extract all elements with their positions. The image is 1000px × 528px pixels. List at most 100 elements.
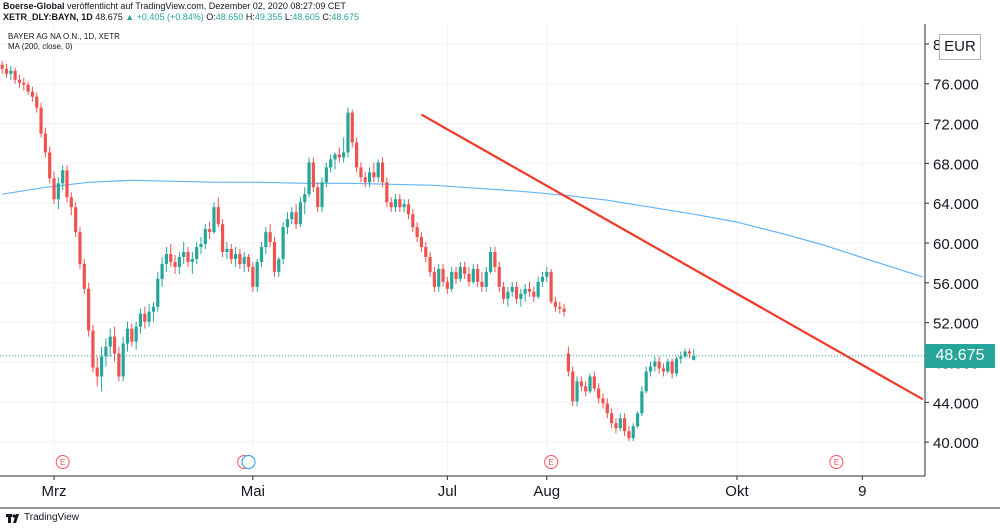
candle-body	[523, 288, 527, 294]
candle-body	[277, 258, 281, 272]
candle	[610, 408, 614, 429]
candle-body	[311, 162, 315, 188]
candle	[428, 251, 432, 277]
candle-body	[104, 346, 108, 357]
candle	[117, 346, 121, 382]
horizontal-gridlines	[0, 43, 925, 443]
candle-body	[627, 431, 631, 439]
candle-body	[4, 68, 9, 74]
candle	[363, 172, 367, 188]
candle	[476, 263, 480, 287]
candle	[588, 373, 592, 394]
candle	[458, 261, 462, 282]
candle-body	[532, 291, 536, 297]
candle	[605, 398, 609, 419]
candle	[346, 107, 350, 158]
candle	[195, 242, 199, 264]
candle-body	[553, 301, 558, 307]
candle	[173, 254, 177, 274]
candle-body	[190, 258, 194, 262]
candle-body	[493, 251, 497, 267]
symbol-legend[interactable]: BAYER AG NA O.N., 1D, XETR	[8, 32, 120, 41]
candle	[575, 376, 579, 407]
candle-body	[692, 355, 696, 360]
candle	[186, 247, 190, 267]
moving-average-layer	[2, 179, 923, 278]
candle-body	[402, 204, 406, 208]
candle-body	[78, 232, 82, 264]
y-tick-label: 72.000	[933, 117, 979, 134]
candle-body	[411, 214, 415, 228]
candle-body	[592, 376, 596, 389]
candle	[26, 81, 30, 95]
x-tick-label: Okt	[725, 483, 749, 500]
candle	[571, 366, 575, 407]
candle-body	[17, 79, 22, 83]
candle-body	[687, 351, 692, 354]
chart-header: Boerse-Global veröffentlicht auf Trading…	[0, 0, 1000, 24]
candle	[540, 271, 545, 287]
open-label: O:	[206, 12, 216, 22]
candle-body	[65, 170, 69, 198]
candle	[17, 74, 22, 88]
candle	[454, 266, 458, 284]
candle-body	[342, 152, 346, 158]
candle	[510, 281, 514, 297]
candle	[493, 247, 497, 272]
candle-body	[186, 251, 190, 262]
candle	[255, 258, 259, 292]
candle-body	[26, 84, 30, 92]
candle-body	[238, 253, 242, 264]
candle	[450, 266, 454, 292]
candle	[290, 207, 294, 225]
candle-body	[69, 197, 73, 208]
candle	[316, 182, 320, 213]
candle	[497, 261, 501, 292]
ma-legend[interactable]: MA (200, close, 0)	[8, 42, 73, 51]
candle	[307, 157, 311, 198]
x-axis-ticks: Mrz Mai Jul Aug Okt 9	[42, 476, 866, 500]
candle	[52, 171, 56, 205]
candle	[208, 222, 212, 240]
candle-body	[670, 361, 674, 374]
candle-body	[281, 227, 285, 259]
candle-body	[30, 91, 35, 97]
candle-body	[74, 207, 78, 233]
candle-body	[298, 202, 303, 225]
candle-body	[380, 162, 385, 183]
candle-body	[679, 356, 683, 359]
candle	[138, 308, 143, 334]
x-tick-label: Mrz	[42, 483, 67, 500]
candle	[415, 222, 419, 243]
trendline	[420, 113, 924, 401]
footer: TradingView	[0, 509, 300, 528]
candle-body	[35, 96, 39, 108]
candle	[0, 60, 4, 74]
candle-body	[653, 361, 657, 367]
candle-body	[441, 268, 445, 282]
candle-body	[471, 268, 475, 282]
candle-body	[562, 308, 566, 312]
candle	[156, 271, 160, 312]
candle-body	[584, 386, 588, 392]
candle-body	[95, 367, 99, 377]
candle	[229, 244, 233, 264]
candle	[182, 242, 186, 264]
candle-body	[285, 219, 290, 228]
candle	[108, 328, 112, 357]
plot-background	[0, 24, 925, 476]
candle	[329, 154, 333, 173]
candle	[61, 165, 65, 191]
candle-body	[48, 152, 52, 179]
candle	[320, 177, 324, 213]
candle	[674, 356, 679, 377]
candle	[661, 363, 666, 377]
candle-body	[415, 227, 419, 238]
candle	[43, 127, 47, 158]
candle	[82, 258, 86, 294]
candle-body	[666, 361, 670, 372]
candle	[523, 283, 527, 302]
candle	[177, 251, 181, 274]
candle-body	[601, 398, 605, 404]
